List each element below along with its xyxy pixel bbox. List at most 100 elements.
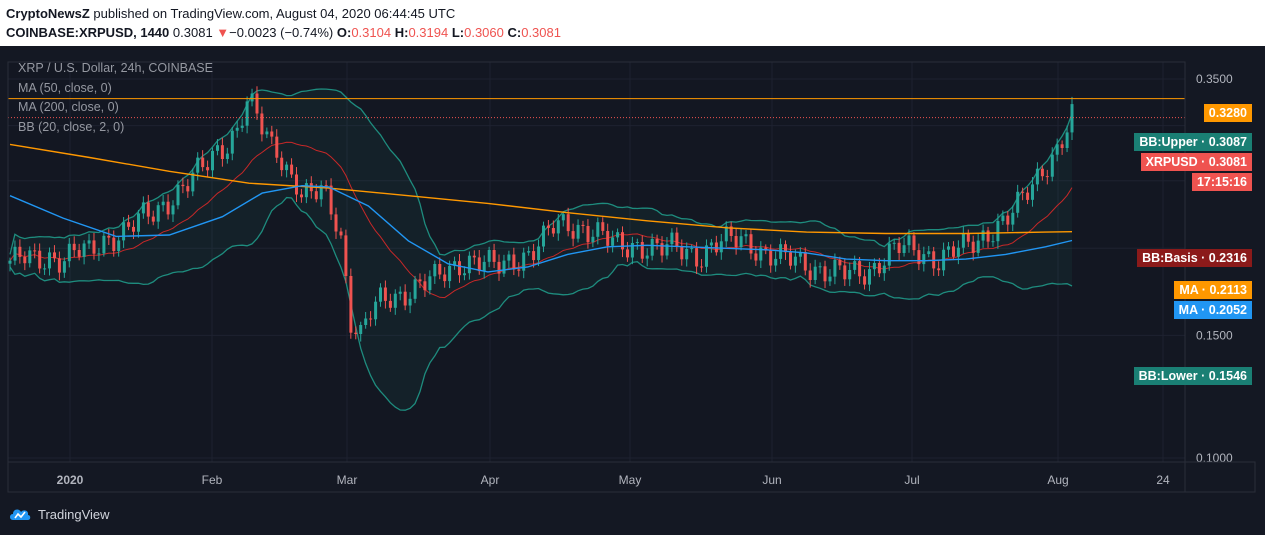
candle-body — [413, 279, 417, 299]
candle-body — [670, 232, 674, 245]
tradingview-brand: TradingView — [38, 506, 110, 522]
legend-ma200[interactable]: MA (200, close, 0) — [18, 100, 119, 114]
candle-body — [28, 250, 32, 264]
candle-body — [551, 228, 555, 234]
xrpusd-badge: XRPUSD · 0.3081 — [1140, 153, 1252, 171]
symbol-title: XRP / U.S. Dollar, 24h, COINBASE — [18, 61, 213, 75]
candle-body — [655, 239, 659, 244]
candle-body — [137, 213, 140, 232]
publish-line: CryptoNewsZ published on TradingView.com… — [6, 6, 455, 21]
candle-body — [107, 235, 111, 238]
candle-body — [230, 130, 234, 154]
candle-body — [97, 253, 101, 255]
tradingview-logo[interactable]: TradingView — [8, 506, 110, 522]
candle-body — [112, 237, 116, 251]
candle-body — [848, 270, 852, 280]
legend-bb[interactable]: BB (20, close, 2, 0) — [18, 119, 125, 134]
candle-body — [517, 269, 521, 271]
candle-body — [537, 246, 541, 261]
candle-body — [784, 244, 787, 253]
candle-body — [102, 235, 106, 254]
candle-body — [265, 131, 269, 135]
candle-body — [245, 101, 249, 126]
footer: TradingView — [0, 496, 1265, 535]
candle-body — [403, 291, 407, 306]
candle-body — [235, 127, 239, 131]
candle-body — [290, 164, 294, 175]
candle-body — [611, 237, 615, 246]
candle-body — [621, 232, 624, 250]
candle-body — [576, 224, 580, 239]
candle-body — [813, 266, 817, 280]
candle-body — [250, 93, 254, 102]
candle-body — [774, 258, 778, 266]
candle-body — [383, 287, 387, 301]
candle-body — [966, 233, 970, 242]
candle-body — [818, 266, 822, 268]
candle-body — [952, 246, 955, 257]
candle-body — [482, 261, 486, 272]
candle-body — [1070, 104, 1074, 133]
candle-body — [729, 226, 733, 236]
low-label: L: — [451, 25, 465, 40]
indicator-legend: XRP / U.S. Dollar, 24h, COINBASE MA (50,… — [18, 59, 213, 137]
plot-area — [8, 62, 1185, 462]
candle-body — [843, 265, 847, 280]
time-axis[interactable]: 2020 Feb Mar Apr May Jun Jul Aug 24 — [7, 461, 1256, 493]
candle-body — [630, 243, 634, 258]
candle-body — [467, 255, 471, 274]
candle-body — [324, 185, 328, 187]
candle-body — [956, 247, 960, 257]
candle-body — [1040, 168, 1044, 177]
candle-body — [1021, 191, 1025, 193]
candle-body — [635, 242, 639, 243]
candle-body — [981, 230, 985, 241]
candle-body — [463, 273, 466, 276]
candle-body — [319, 185, 323, 200]
candle-body — [744, 234, 748, 237]
candlesticks — [8, 86, 1074, 342]
candle-body — [645, 255, 649, 259]
candle-body — [917, 250, 921, 265]
candle-body — [275, 136, 279, 158]
candle-body — [344, 235, 348, 276]
candle-body — [1060, 144, 1064, 148]
candle-body — [151, 216, 155, 222]
candle-body — [556, 220, 560, 234]
candle-body — [196, 157, 200, 173]
candle-body — [700, 266, 704, 268]
candle-body — [561, 214, 565, 221]
candle-body — [122, 222, 126, 241]
candle-body — [907, 235, 911, 246]
open-value: 0.3104 — [351, 25, 392, 40]
candle-body — [393, 293, 397, 308]
candle-body — [986, 230, 990, 242]
legend-ma50[interactable]: MA (50, close, 0) — [18, 80, 112, 95]
resistance-price-badge: 0.3280 — [1203, 104, 1252, 122]
candle-body — [863, 276, 867, 285]
candle-body — [57, 258, 61, 273]
bollinger-bands — [9, 88, 1073, 411]
candle-body — [808, 270, 812, 280]
candle-body — [53, 252, 56, 259]
candle-body — [13, 246, 17, 261]
candle-body — [8, 260, 12, 264]
candle-body — [211, 150, 214, 171]
bb-basis-badge: BB:Basis · 0.2316 — [1137, 249, 1252, 267]
candle-body — [680, 246, 684, 260]
candle-body — [853, 261, 857, 270]
bb-upper-line — [9, 88, 1073, 256]
candle-body — [591, 236, 595, 243]
candle-body — [695, 248, 699, 267]
candle-body — [937, 268, 941, 271]
candle-body — [62, 261, 66, 273]
candle-body — [156, 205, 160, 222]
candle-body — [453, 261, 457, 266]
candle-body — [532, 251, 536, 261]
bb-fill — [10, 89, 1072, 411]
candle-body — [502, 260, 506, 274]
published-text: published on TradingView.com, August 04,… — [89, 6, 456, 21]
ma50-line — [9, 184, 1073, 273]
candle-body — [566, 214, 570, 232]
